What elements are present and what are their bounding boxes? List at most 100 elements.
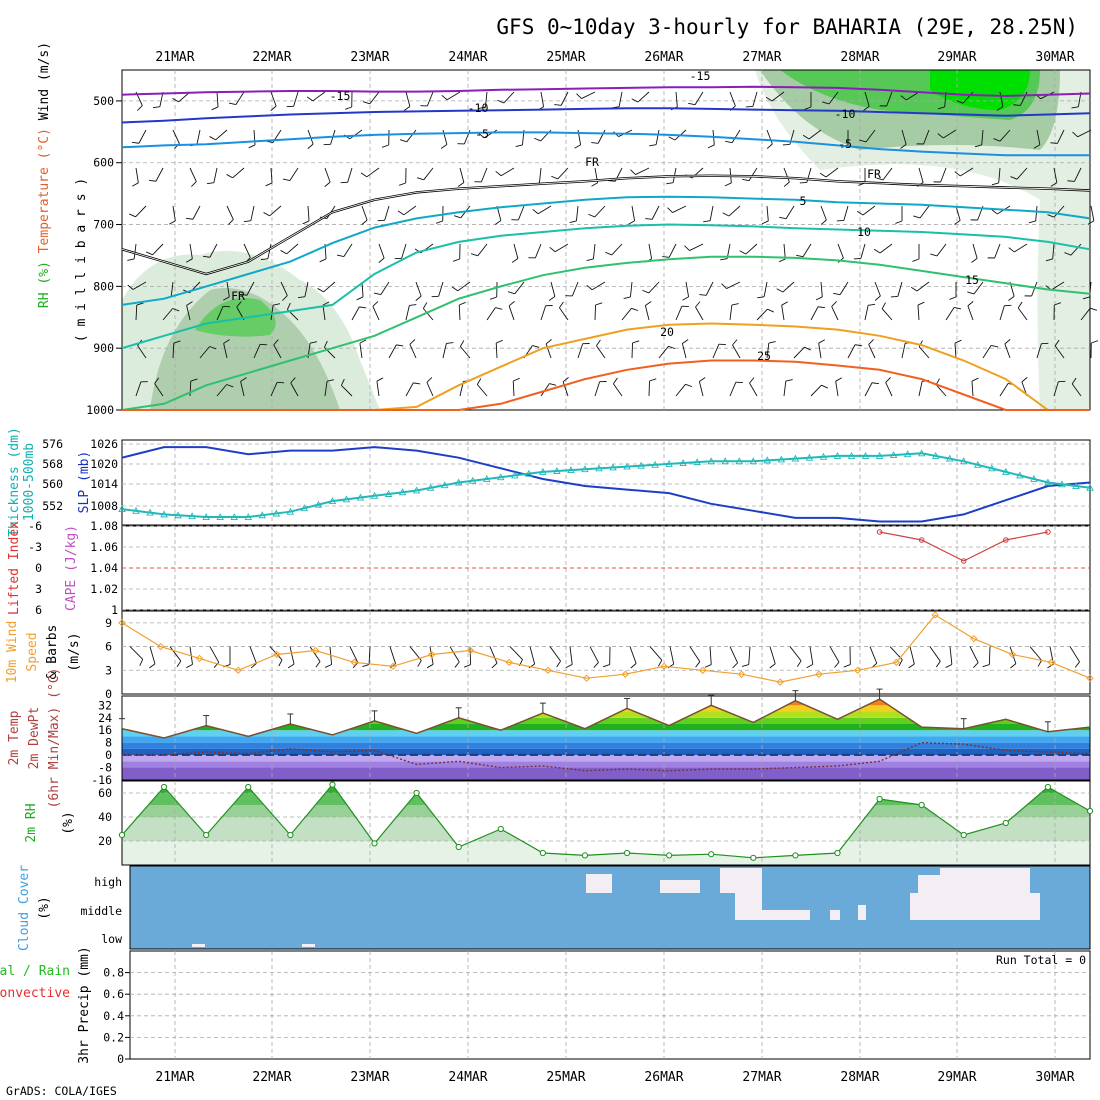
surface-wind-barb bbox=[389, 646, 396, 664]
wind-barb bbox=[631, 205, 636, 221]
wind-barb-flag bbox=[749, 377, 755, 384]
thickness-marker bbox=[511, 471, 519, 479]
wind-barb-flag bbox=[307, 143, 314, 149]
wind-speed-marker bbox=[776, 678, 784, 686]
thickness-marker bbox=[595, 464, 603, 472]
pressure-tick-label: 900 bbox=[93, 341, 114, 355]
thickness-marker bbox=[679, 459, 687, 466]
wind-barb bbox=[865, 129, 876, 143]
wind-barb-flag bbox=[835, 377, 842, 382]
wind-barb bbox=[1031, 281, 1038, 297]
wind-barb bbox=[186, 305, 191, 321]
wind-barb bbox=[250, 205, 255, 221]
wind-barb bbox=[766, 129, 773, 145]
wind-barb-flag bbox=[496, 339, 503, 344]
wind-barb-flag bbox=[240, 377, 247, 382]
precip-tick-label: 0 bbox=[117, 1052, 124, 1066]
wind-barb bbox=[343, 243, 353, 257]
contour-label: -15 bbox=[330, 89, 351, 103]
wind-barb bbox=[785, 205, 795, 219]
wind-barb bbox=[749, 382, 758, 397]
wind-barb-flag bbox=[707, 144, 715, 149]
wind-barb bbox=[534, 243, 542, 259]
wind-barb bbox=[216, 91, 219, 107]
wind-barb bbox=[901, 343, 906, 359]
wind-barb bbox=[347, 167, 353, 183]
wind-barb bbox=[460, 346, 471, 359]
wind-barb-flag bbox=[186, 258, 193, 263]
rh-tick-label: 20 bbox=[98, 834, 112, 848]
wind-barb-flag bbox=[768, 341, 776, 344]
wind-barb bbox=[415, 281, 422, 297]
cloud-block bbox=[762, 910, 810, 920]
wind-barb bbox=[270, 305, 274, 321]
wind-barb-flag bbox=[632, 340, 640, 344]
wind-barb-flag bbox=[360, 172, 368, 178]
cape-tick-label: 1.06 bbox=[90, 540, 118, 554]
wind-barb-flag bbox=[1071, 106, 1079, 109]
wind-barb-flag bbox=[470, 253, 478, 257]
temp-tick-label: 0 bbox=[105, 748, 112, 762]
wind-barb-flag bbox=[569, 220, 577, 224]
wind-barb bbox=[172, 342, 175, 359]
contour-label: -10 bbox=[835, 107, 856, 121]
wind-barb-flag bbox=[591, 142, 599, 144]
wind-barb bbox=[189, 380, 192, 397]
contour-line-5 bbox=[121, 195, 1091, 306]
wind-unit-label: (m/s) bbox=[67, 632, 82, 671]
lifted-index-marker bbox=[1003, 537, 1009, 543]
wind-barb-flag bbox=[1017, 301, 1023, 309]
wind-barb bbox=[405, 305, 410, 321]
surface-wind-barb bbox=[669, 646, 675, 665]
thickness-marker bbox=[174, 511, 182, 519]
wind-barb-flag bbox=[513, 377, 520, 382]
temp-bands bbox=[122, 699, 1090, 780]
wind-barb-flag bbox=[381, 144, 389, 148]
thickness-marker bbox=[749, 457, 758, 465]
wind-barb bbox=[596, 345, 606, 359]
surface-wind-barb-flag bbox=[704, 664, 712, 668]
wind-barb bbox=[423, 167, 434, 181]
thickness-marker bbox=[328, 497, 337, 505]
wind-barb-flag bbox=[172, 308, 180, 312]
rh-marker bbox=[960, 831, 967, 839]
wind-barb-flag bbox=[831, 301, 837, 307]
wind-barb-flag bbox=[822, 101, 830, 105]
wind-speed-marker bbox=[853, 666, 862, 674]
wind-barb bbox=[923, 129, 930, 145]
wind-barb-flag bbox=[971, 258, 978, 263]
wind-barb-flag bbox=[376, 377, 384, 382]
surface-wind-barb-flag bbox=[602, 664, 610, 668]
wind-barb bbox=[597, 129, 606, 144]
rh-marker bbox=[792, 852, 799, 859]
wind-barb-flag bbox=[630, 169, 636, 175]
wind-barb-flag bbox=[967, 301, 974, 307]
wind-barb bbox=[484, 91, 488, 107]
slp-tick-label: 1008 bbox=[90, 499, 118, 513]
wind-barb bbox=[881, 308, 893, 321]
wind-barb bbox=[426, 382, 434, 397]
cloud-block bbox=[660, 880, 700, 893]
surface-wind-barb bbox=[709, 646, 712, 665]
wind-barb-flag bbox=[1082, 296, 1090, 300]
wind-barb bbox=[155, 167, 164, 182]
wind-barb-flag bbox=[457, 182, 465, 187]
thickness-marker bbox=[272, 509, 281, 517]
wind-barb-flag bbox=[1090, 307, 1098, 311]
wind-barb bbox=[862, 205, 876, 216]
slp-tick-label: 1026 bbox=[90, 437, 118, 451]
wind-barb bbox=[808, 129, 822, 140]
wind-barb-flag bbox=[1050, 142, 1058, 144]
surface-wind-barb-flag bbox=[973, 662, 979, 669]
cloud-frame bbox=[129, 865, 1091, 950]
wind-barb bbox=[289, 167, 299, 181]
wind-barb bbox=[253, 129, 256, 145]
wind-barb-flag bbox=[856, 210, 864, 216]
wind-barb-flag bbox=[248, 144, 256, 149]
wind-barb-flag bbox=[854, 344, 863, 347]
surface-wind-barb bbox=[209, 646, 220, 663]
wind-barb bbox=[477, 384, 488, 397]
temp-tick-label: 24 bbox=[98, 711, 112, 725]
wind-barb bbox=[361, 281, 364, 297]
